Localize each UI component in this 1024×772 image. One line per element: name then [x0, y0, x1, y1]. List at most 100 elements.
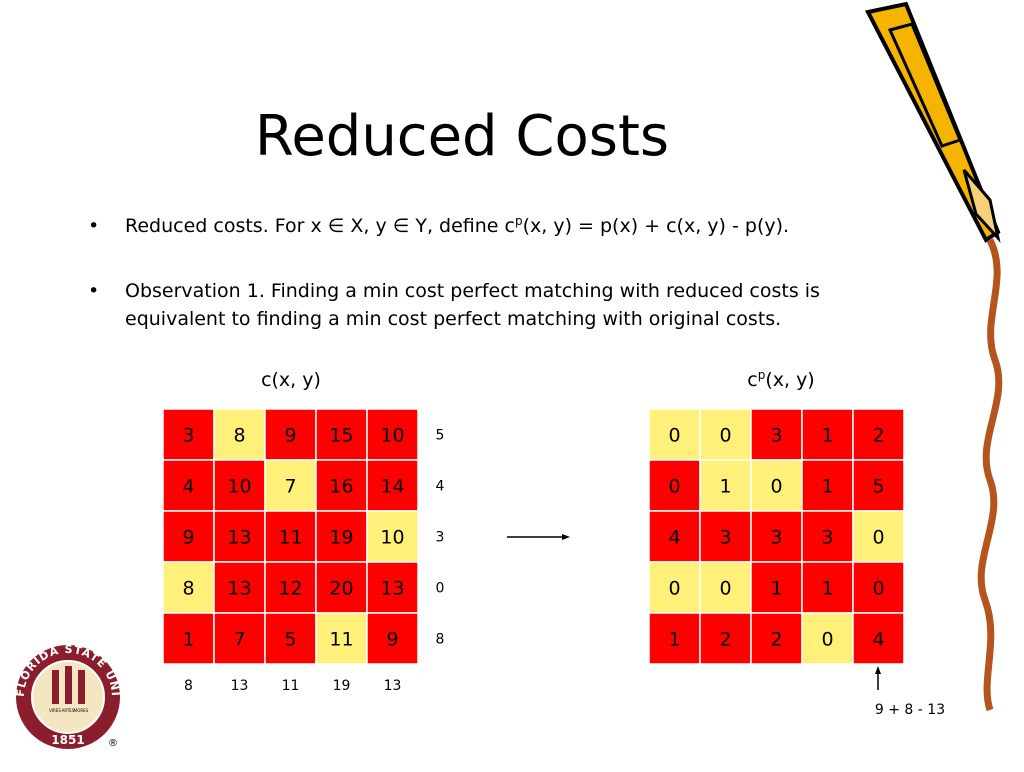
matrix-cell: [648, 561, 701, 614]
cell-value: 20: [329, 578, 353, 600]
row-potential: 3: [436, 530, 445, 546]
column-potential: 13: [384, 678, 402, 694]
seal-motto: ARTES: [62, 708, 75, 713]
cell-value: 5: [284, 629, 296, 651]
matrix-cell: [162, 561, 215, 614]
cell-value: 0: [668, 425, 680, 447]
row-potential: 8: [436, 632, 445, 648]
cell-value: 1: [770, 578, 782, 600]
matrix-cell: [315, 510, 368, 563]
annotation: 9 + 8 - 13: [875, 702, 945, 718]
cell-value: 0: [872, 578, 884, 600]
matrix-cell: [264, 408, 317, 461]
matrix-cell: [699, 408, 752, 461]
cell-value: 0: [770, 476, 782, 498]
cell-value: 8: [182, 578, 194, 600]
column-potential: 8: [184, 678, 193, 694]
matrix-cell: [699, 612, 752, 665]
cell-value: 0: [719, 425, 731, 447]
seal-motto: MORES: [74, 708, 89, 713]
cell-value: 1: [719, 476, 731, 498]
cell-value: 15: [329, 425, 353, 447]
matrix-cell: [750, 408, 803, 461]
cell-value: 0: [668, 476, 680, 498]
row-potential: 0: [436, 581, 445, 597]
matrix-cell: [750, 612, 803, 665]
matrix-cell: [315, 459, 368, 512]
matrix-cell: [699, 459, 752, 512]
matrix-cell: [264, 612, 317, 665]
cell-value: 9: [284, 425, 296, 447]
cell-value: 11: [278, 527, 302, 549]
column-potential: 11: [282, 678, 300, 694]
cell-value: 5: [872, 476, 884, 498]
cell-value: 10: [380, 527, 404, 549]
logo: [16, 645, 120, 749]
cell-value: 7: [233, 629, 245, 651]
text-run: c: [747, 369, 757, 391]
cell-value: 11: [329, 629, 353, 651]
bullet-marker: •: [88, 215, 99, 237]
cell-value: 1: [182, 629, 194, 651]
cell-value: 1: [821, 578, 833, 600]
seal-motto: VIRES: [49, 708, 61, 713]
matrix-cell: [264, 561, 317, 614]
matrix-cell: [852, 561, 905, 614]
matrix-cell: [801, 510, 854, 563]
bullet-text: Reduced costs. For x ∈ X, y ∈ Y, define …: [125, 214, 789, 237]
cell-value: 8: [233, 425, 245, 447]
matrix-cell: [366, 561, 419, 614]
matrix-label: c(x, y): [261, 369, 321, 391]
text-run: (x, y): [765, 369, 814, 391]
cell-value: 3: [182, 425, 194, 447]
cell-value: 2: [770, 629, 782, 651]
matrix-cell: [750, 561, 803, 614]
matrix-cell: [648, 510, 701, 563]
cell-value: 1: [821, 476, 833, 498]
cell-value: 2: [719, 629, 731, 651]
matrix-cell: [852, 612, 905, 665]
cell-value: 3: [719, 527, 731, 549]
cell-value: 2: [872, 425, 884, 447]
cell-value: 9: [182, 527, 194, 549]
row-potential: 5: [436, 428, 445, 444]
cell-value: 0: [872, 527, 884, 549]
cell-value: 13: [227, 578, 251, 600]
cell-value: 10: [227, 476, 251, 498]
cell-value: 1: [821, 425, 833, 447]
matrix-cell: [213, 561, 266, 614]
cell-value: 19: [329, 527, 353, 549]
seal-ring-text: FLORIDA STATE UNIVERSITY: [0, 0, 122, 697]
cell-value: 3: [770, 425, 782, 447]
matrix-cell: [213, 612, 266, 665]
row-potential: 4: [436, 479, 445, 495]
cell-value: 16: [329, 476, 353, 498]
arrow-head: [562, 534, 570, 540]
matrix-cell: [213, 459, 266, 512]
matrix-cell: [315, 612, 368, 665]
matrix-label: cp(x, y): [747, 368, 814, 391]
matrix-cell: [366, 612, 419, 665]
column-potential: 13: [231, 678, 249, 694]
cell-value: 13: [380, 578, 404, 600]
matrix-cell: [162, 408, 215, 461]
registered-mark: ®: [108, 738, 118, 749]
matrix-cell: [315, 561, 368, 614]
arrow-head: [875, 666, 881, 674]
cell-value: 4: [872, 629, 884, 651]
matrix-cell: [162, 510, 215, 563]
cell-value: 13: [227, 527, 251, 549]
cell-value: 0: [668, 578, 680, 600]
cell-value: 3: [821, 527, 833, 549]
matrix-cell: [366, 459, 419, 512]
cell-value: 4: [182, 476, 194, 498]
cell-value: 3: [770, 527, 782, 549]
cell-value: 9: [386, 629, 398, 651]
pencil-decoration: [865, 1, 1003, 712]
text-run: Reduced costs. For x ∈ X, y ∈ Y, define …: [125, 215, 515, 237]
cell-value: 0: [821, 629, 833, 651]
bullet-text: equivalent to finding a min cost perfect…: [125, 308, 781, 330]
matrix-cell: [264, 510, 317, 563]
